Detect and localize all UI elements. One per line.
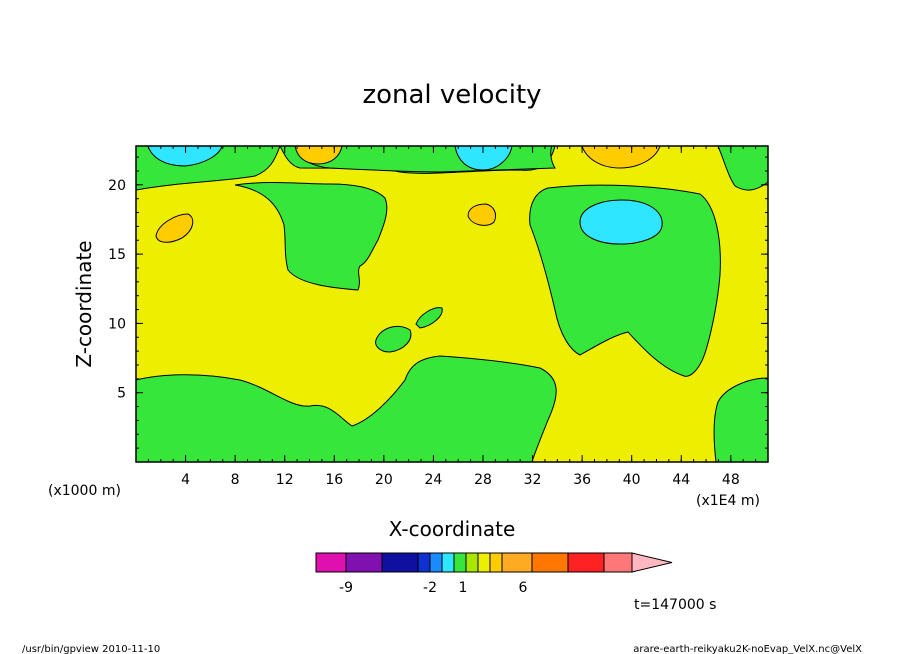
colorbar-swatch	[453, 552, 467, 573]
footer-left: /usr/bin/gpview 2010-11-10	[22, 644, 160, 654]
x-axis-label: X-coordinate	[389, 517, 516, 541]
time-label: t=147000 s	[634, 597, 716, 613]
x-scale-note: (x1E4 m)	[696, 493, 760, 509]
x-tick-label: 48	[722, 472, 740, 488]
x-tick-label: 24	[424, 472, 442, 488]
contour-cyan-top-mid	[454, 146, 513, 171]
y-tick-label: 15	[108, 247, 126, 263]
x-tick-label: 40	[623, 472, 641, 488]
contour-small-ellipse-2	[415, 307, 443, 329]
contour-region-bottom-left	[136, 355, 557, 462]
colorbar-tick-label: -9	[339, 580, 353, 596]
y-tick-label: 20	[108, 178, 126, 194]
contour-orange-top-2	[581, 146, 661, 169]
colorbar-swatch	[531, 552, 569, 573]
x-tick-label: 44	[672, 472, 690, 488]
x-axis-ticks: 4 8 12 16 20 24 28 32 36 40 44 48	[147, 146, 769, 488]
colorbar-swatch	[489, 552, 503, 573]
x-tick-label: 36	[573, 472, 591, 488]
contour-region-bottom-right	[713, 377, 768, 462]
x-tick-label: 32	[524, 472, 542, 488]
colorbar-swatch	[441, 552, 455, 573]
colorbar-swatch	[567, 552, 605, 573]
plot-field	[136, 146, 768, 462]
contour-small-ellipse-1	[375, 325, 412, 353]
colorbar-triangle	[631, 552, 673, 573]
colorbar-swatch	[345, 552, 383, 573]
colorbar-tick-label: 6	[519, 580, 528, 596]
x-tick-label: 12	[276, 472, 294, 488]
contour-cyan-top-left	[147, 146, 223, 167]
colorbar-swatch	[465, 552, 479, 573]
x-tick-label: 8	[231, 472, 240, 488]
colorbar-swatch	[501, 552, 533, 573]
x-tick-label: 20	[375, 472, 393, 488]
colorbar-tick-label: 1	[459, 580, 468, 596]
x-tick-label: 28	[474, 472, 492, 488]
contour-cyan-right	[579, 199, 663, 245]
y-tick-label: 5	[117, 386, 126, 402]
footer-right: arare-earth-reikyaku2K-noEvap_VelX.nc@Ve…	[633, 644, 862, 654]
colorbar-swatch	[477, 552, 491, 573]
colorbar-swatch	[417, 552, 431, 573]
colorbar-swatch	[429, 552, 443, 573]
colorbar-swatch	[381, 552, 419, 573]
contour-orange-top-1	[294, 146, 343, 165]
contour-orange-left	[155, 213, 194, 243]
colorbar-tick-label: -2	[423, 580, 437, 596]
contour-region-center-blob	[234, 181, 388, 291]
y-axis-label: Z-coordinate	[72, 240, 96, 367]
contour-region-right-blob	[529, 184, 721, 377]
y-tick-label: 10	[108, 316, 126, 332]
colorbar	[315, 552, 673, 573]
x-tick-label: 16	[325, 472, 343, 488]
contour-orange-mid	[467, 203, 497, 226]
colorbar-swatch	[603, 552, 633, 573]
chart-title: zonal velocity	[362, 80, 541, 110]
colorbar-swatch	[315, 552, 347, 573]
y-axis-ticks: 5 10 15 20	[108, 156, 768, 449]
x-unit-label: (x1000 m)	[48, 483, 121, 499]
colorbar-tick-labels: -9 -2 1 6	[339, 580, 528, 596]
x-tick-label: 4	[181, 472, 190, 488]
plot-frame	[135, 145, 769, 463]
